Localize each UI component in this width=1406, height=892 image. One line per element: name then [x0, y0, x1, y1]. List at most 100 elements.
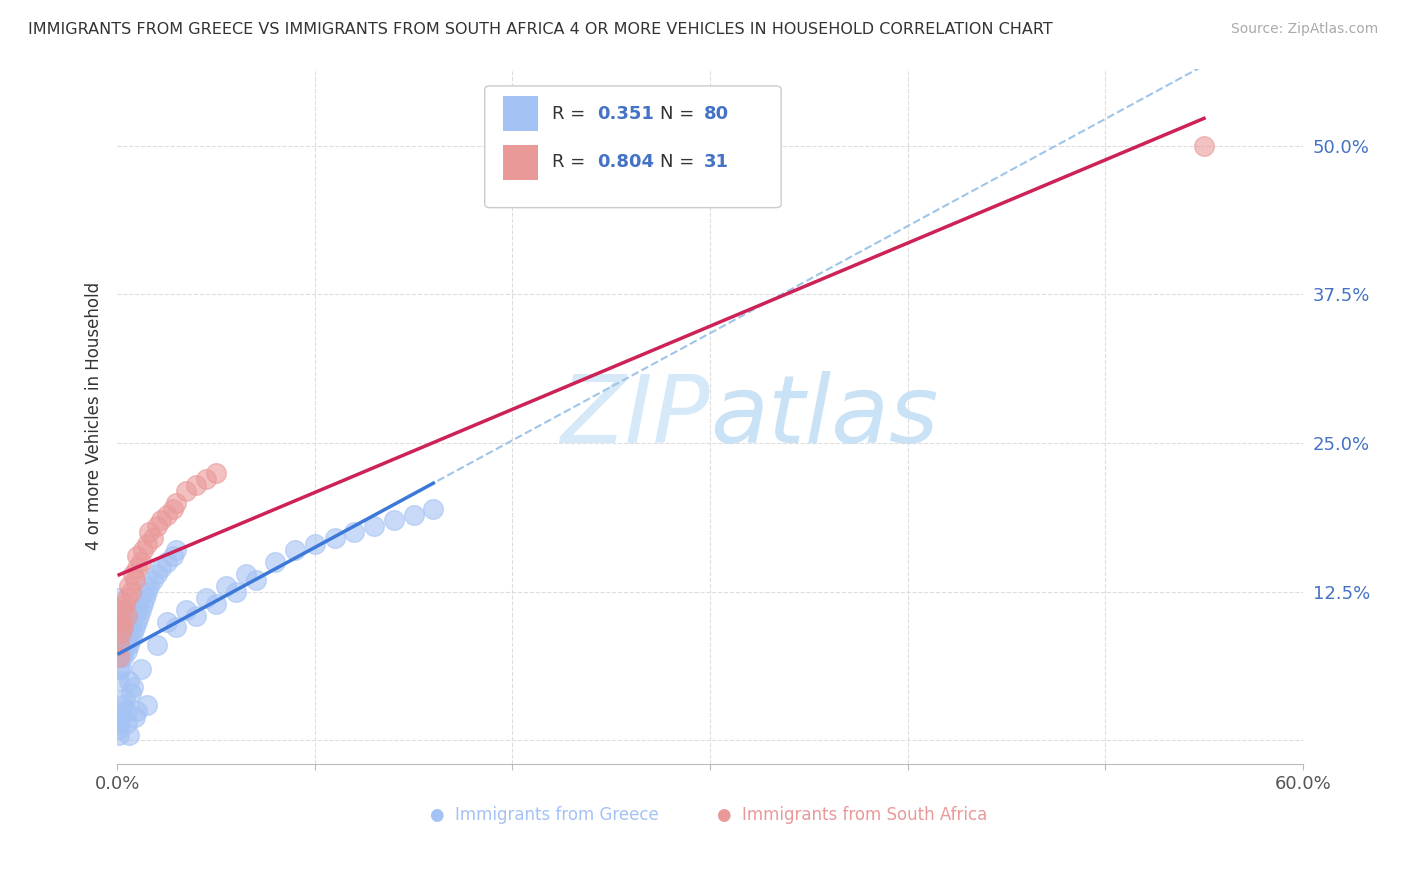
- Point: [120, 632, 142, 647]
- Point: [108, 650, 131, 665]
- Point: [115, 632, 138, 647]
- Point: [110, 615, 132, 629]
- Text: ●  Immigrants from Greece: ● Immigrants from Greece: [430, 806, 658, 824]
- Point: [108, 727, 131, 741]
- Point: [245, 573, 267, 587]
- Point: [108, 602, 131, 616]
- Text: ZIP: ZIP: [561, 371, 710, 462]
- Point: [129, 662, 152, 676]
- Point: [114, 615, 136, 629]
- Point: [108, 626, 131, 640]
- Point: [149, 561, 172, 575]
- Point: [155, 508, 177, 522]
- Point: [112, 626, 135, 640]
- Point: [382, 513, 405, 527]
- Point: [215, 579, 238, 593]
- Point: [129, 555, 152, 569]
- Point: [122, 626, 145, 640]
- Point: [108, 638, 131, 652]
- Point: [125, 602, 148, 616]
- Point: [166, 543, 188, 558]
- Point: [108, 722, 131, 736]
- Point: [176, 483, 198, 498]
- Point: [186, 608, 208, 623]
- Point: [120, 584, 142, 599]
- FancyBboxPatch shape: [502, 96, 538, 131]
- Point: [120, 686, 142, 700]
- Point: [363, 519, 385, 533]
- Point: [108, 673, 131, 688]
- FancyBboxPatch shape: [485, 86, 782, 208]
- Point: [108, 638, 131, 652]
- Point: [135, 698, 157, 712]
- Point: [114, 626, 136, 640]
- Point: [125, 615, 148, 629]
- Point: [110, 602, 132, 616]
- Point: [166, 495, 188, 509]
- Point: [112, 698, 135, 712]
- Point: [115, 715, 138, 730]
- Point: [176, 602, 198, 616]
- Point: [142, 573, 165, 587]
- Point: [112, 650, 135, 665]
- Point: [110, 626, 132, 640]
- Point: [108, 650, 131, 665]
- Point: [122, 680, 145, 694]
- Point: [145, 638, 167, 652]
- Point: [124, 573, 146, 587]
- Point: [135, 537, 157, 551]
- Text: N =: N =: [661, 153, 700, 171]
- Point: [118, 638, 141, 652]
- Point: [162, 549, 184, 563]
- Point: [115, 644, 138, 658]
- Text: R =: R =: [553, 153, 592, 171]
- Point: [112, 620, 135, 634]
- Text: ●  Immigrants from South Africa: ● Immigrants from South Africa: [717, 806, 987, 824]
- Point: [110, 615, 132, 629]
- Point: [155, 615, 177, 629]
- Point: [135, 584, 157, 599]
- Point: [166, 620, 188, 634]
- Point: [264, 555, 287, 569]
- Point: [110, 650, 132, 665]
- Text: 31: 31: [704, 153, 730, 171]
- Point: [343, 525, 366, 540]
- FancyBboxPatch shape: [502, 145, 538, 180]
- Point: [132, 543, 155, 558]
- Text: 80: 80: [704, 104, 730, 123]
- Point: [112, 602, 135, 616]
- Text: Source: ZipAtlas.com: Source: ZipAtlas.com: [1230, 22, 1378, 37]
- Text: atlas: atlas: [710, 371, 938, 462]
- Point: [124, 620, 146, 634]
- Point: [120, 620, 142, 634]
- Point: [129, 602, 152, 616]
- Point: [110, 704, 132, 718]
- Point: [195, 591, 218, 605]
- Point: [115, 608, 138, 623]
- Point: [128, 608, 150, 623]
- Point: [132, 597, 155, 611]
- Point: [225, 584, 247, 599]
- Point: [108, 662, 131, 676]
- Point: [110, 662, 132, 676]
- Point: [110, 709, 132, 723]
- Point: [118, 579, 141, 593]
- Point: [114, 691, 136, 706]
- Point: [304, 537, 326, 551]
- Point: [235, 566, 257, 581]
- Point: [118, 626, 141, 640]
- Point: [145, 519, 167, 533]
- Point: [145, 566, 167, 581]
- Point: [422, 501, 444, 516]
- Point: [114, 638, 136, 652]
- Point: [118, 727, 141, 741]
- Point: [134, 591, 156, 605]
- Point: [114, 597, 136, 611]
- Point: [125, 561, 148, 575]
- Point: [118, 673, 141, 688]
- Text: 0.804: 0.804: [598, 153, 654, 171]
- Text: 0.351: 0.351: [598, 104, 654, 123]
- Point: [125, 549, 148, 563]
- Point: [138, 525, 160, 540]
- Point: [1192, 138, 1215, 153]
